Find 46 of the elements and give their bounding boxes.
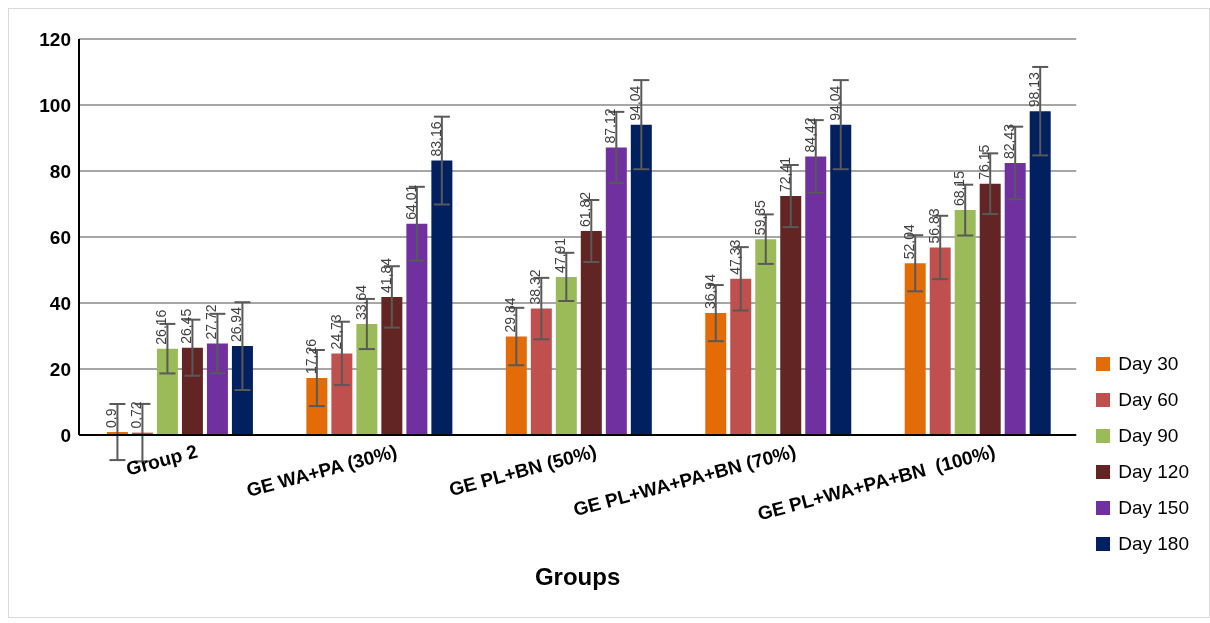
data-label: 61,82 [577, 191, 594, 227]
y-tick-label: 20 [49, 358, 71, 380]
data-label: 26,16 [153, 309, 170, 345]
data-label: 0,72 [128, 401, 145, 429]
x-axis-title: Groups [534, 563, 621, 590]
data-label: 82,43 [1001, 123, 1018, 159]
data-label: 27,72 [203, 304, 220, 340]
data-label: 29,84 [502, 297, 519, 333]
y-tick-label: 80 [49, 160, 71, 182]
y-tick-label: 120 [39, 28, 71, 50]
data-label: 64,01 [402, 184, 419, 220]
data-label: 72,41 [776, 156, 793, 193]
data-label: 26,94 [228, 306, 245, 343]
data-label: 0,9 [103, 408, 120, 429]
data-label: 26,45 [178, 308, 195, 344]
x-tick-label: GE WA+PA (30%) [244, 440, 400, 501]
data-label: 41,84 [377, 257, 394, 293]
legend-label: Day 90 [1118, 425, 1179, 447]
data-label: 38,32 [527, 269, 544, 305]
data-label: 59,35 [751, 199, 768, 236]
data-label: 52,04 [901, 224, 918, 260]
legend-label: Day 120 [1118, 461, 1189, 483]
x-tick-label: Group 2 [123, 440, 200, 480]
y-tick-label: 0 [60, 424, 71, 446]
data-label: 84,42 [801, 117, 818, 153]
data-label: 94,04 [627, 85, 644, 121]
data-label: 98,13 [1026, 71, 1043, 108]
data-label: 47,91 [552, 237, 569, 273]
y-tick-label: 100 [39, 94, 71, 116]
data-label: 47,33 [726, 239, 743, 275]
y-tick-label: 60 [49, 226, 71, 248]
data-label: 83,16 [427, 121, 444, 157]
legend-label: Day 150 [1118, 497, 1189, 519]
data-label: 94,04 [826, 85, 843, 121]
data-label: 24,73 [327, 314, 344, 350]
data-label: 33,64 [352, 284, 369, 320]
legend-label: Day 60 [1118, 389, 1179, 411]
data-label: 87,12 [602, 108, 619, 144]
legend-label: Day 180 [1118, 533, 1189, 555]
data-label: 68,15 [951, 170, 968, 207]
data-label: 17,26 [302, 338, 319, 375]
data-label: 76,15 [976, 144, 993, 180]
data-label: 36,94 [701, 273, 718, 310]
data-label: 56,83 [926, 208, 943, 244]
legend-label: Day 30 [1118, 353, 1179, 375]
y-tick-label: 40 [49, 292, 71, 314]
